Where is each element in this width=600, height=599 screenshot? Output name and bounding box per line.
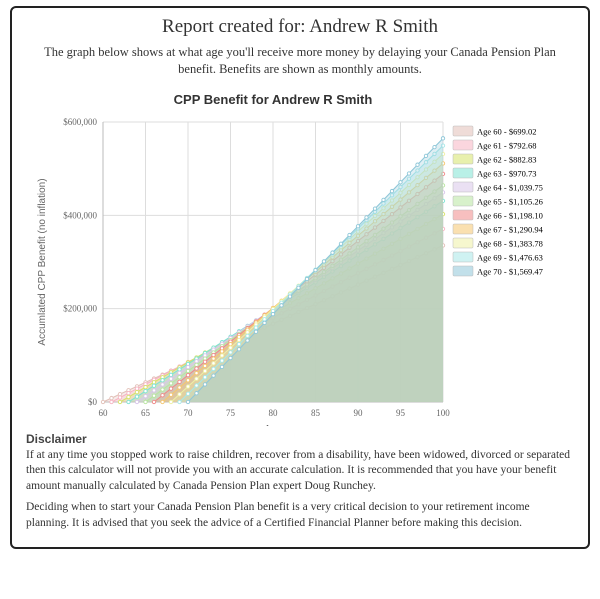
svg-text:Age 70 - $1,569.47: Age 70 - $1,569.47 [477, 266, 543, 276]
svg-text:100: 100 [436, 408, 450, 418]
page-title: Report created for: Andrew R Smith [18, 16, 582, 38]
svg-text:Age 62 - $882.83: Age 62 - $882.83 [477, 154, 537, 164]
svg-text:75: 75 [226, 408, 236, 418]
disclaimer-p1: If at any time you stopped work to raise… [26, 448, 574, 495]
svg-text:60: 60 [98, 408, 108, 418]
chart-container: CPP Benefit for Andrew R Smith $0 $200,000… [18, 86, 582, 426]
svg-text:Age 68 - $1,383.78: Age 68 - $1,383.78 [477, 238, 543, 248]
svg-text:Age 63 - $970.73: Age 63 - $970.73 [477, 168, 537, 178]
disclaimer-heading: Disclaimer [26, 432, 574, 446]
svg-text:Age: Age [264, 424, 282, 426]
svg-text:Age 65 - $1,105.26: Age 65 - $1,105.26 [477, 196, 543, 206]
svg-text:Age 61 - $792.68: Age 61 - $792.68 [477, 140, 537, 150]
svg-text:Age 64 - $1,039.75: Age 64 - $1,039.75 [477, 182, 543, 192]
svg-text:$0: $0 [88, 397, 98, 407]
svg-text:70: 70 [183, 408, 193, 418]
svg-text:85: 85 [311, 408, 321, 418]
cpp-benefit-chart: CPP Benefit for Andrew R Smith $0 $200,000… [23, 86, 578, 426]
svg-text:$200,000: $200,000 [63, 303, 97, 313]
svg-text:Accumlated CPP Benefit (no inf: Accumlated CPP Benefit (no inflation) [37, 178, 48, 345]
svg-text:90: 90 [353, 408, 363, 418]
svg-text:Age 66 - $1,198.10: Age 66 - $1,198.10 [477, 210, 543, 220]
svg-text:Age 69 - $1,476.63: Age 69 - $1,476.63 [477, 252, 543, 262]
report-card: Report created for: Andrew R Smith The g… [10, 6, 590, 549]
svg-text:$400,000: $400,000 [63, 210, 97, 220]
svg-text:CPP Benefit for Andrew R Smith: CPP Benefit for Andrew R Smith [173, 92, 372, 107]
svg-text:Age 60 - $699.02: Age 60 - $699.02 [477, 126, 537, 136]
intro-text: The graph below shows at what age you'll… [36, 44, 564, 78]
svg-text:Age 67 - $1,290.94: Age 67 - $1,290.94 [477, 224, 544, 234]
disclaimer-p2: Deciding when to start your Canada Pensi… [26, 500, 574, 531]
svg-text:65: 65 [141, 408, 151, 418]
svg-text:$600,000: $600,000 [63, 117, 97, 127]
svg-text:95: 95 [396, 408, 406, 418]
svg-text:80: 80 [268, 408, 278, 418]
